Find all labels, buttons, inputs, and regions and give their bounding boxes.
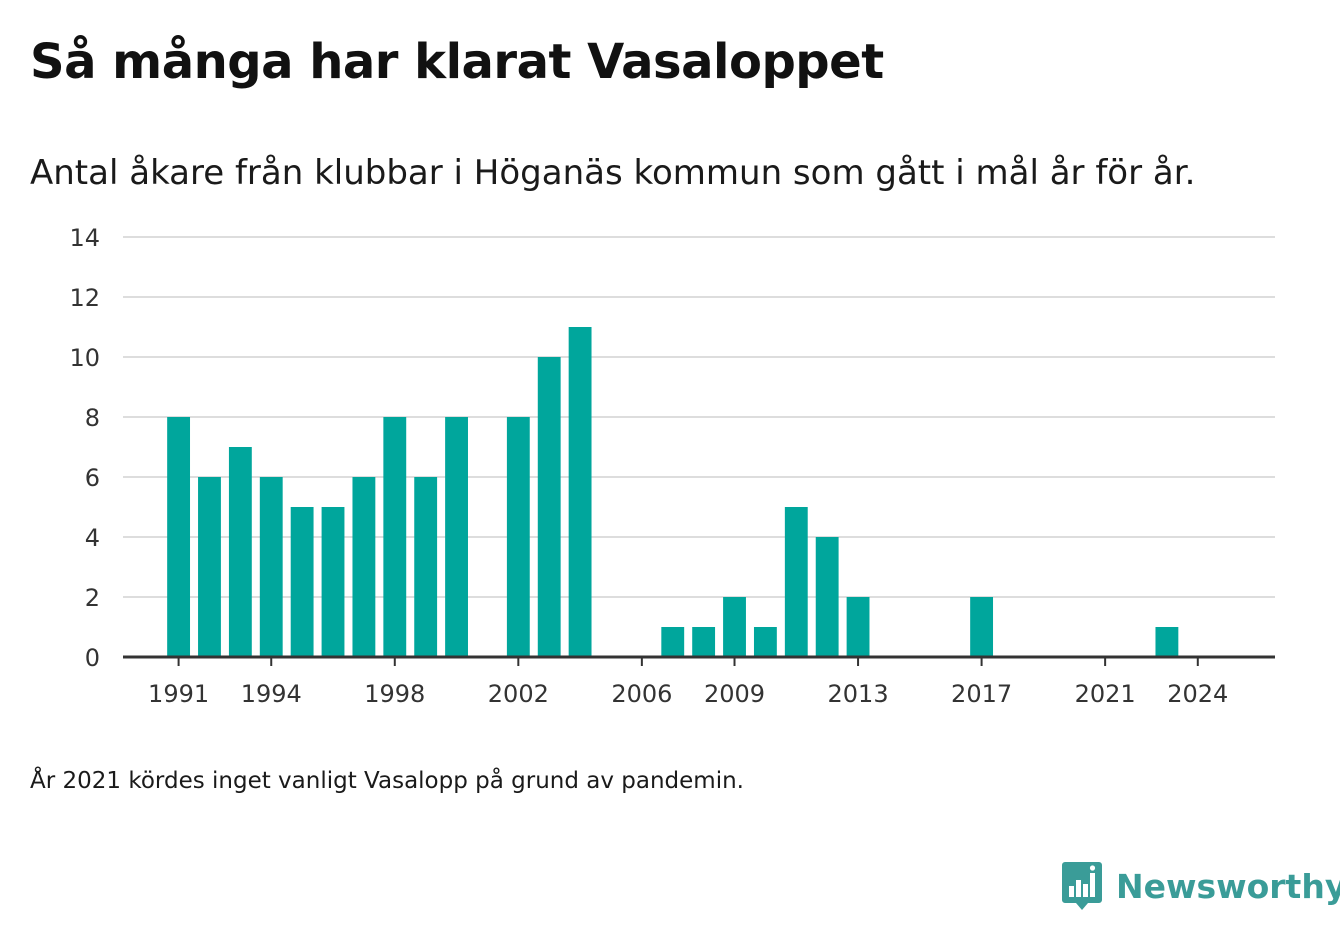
bar: [445, 417, 468, 657]
x-tick-label: 1994: [241, 680, 302, 708]
bar: [970, 597, 994, 657]
bar: [506, 417, 530, 657]
bar: [414, 477, 438, 657]
x-tick-label: 1998: [364, 680, 425, 708]
chart-title: Så många har klarat Vasaloppet: [30, 34, 884, 90]
y-tick-label: 12: [69, 284, 100, 312]
bar: [815, 537, 839, 657]
x-tick-label: 2006: [611, 680, 672, 708]
bar: [784, 507, 808, 657]
y-tick-label: 2: [85, 584, 100, 612]
y-tick-label: 0: [85, 644, 100, 672]
bars: [167, 327, 1179, 657]
bar: [352, 477, 376, 657]
bar: [846, 597, 870, 657]
x-axis-tick-labels: 1991 1994 1998 2002 2006 2009 2013 2017 2021 2024: [148, 680, 1228, 708]
brand-name: Newsworthy: [1116, 866, 1340, 906]
y-tick-label: 6: [85, 464, 100, 492]
bar: [692, 627, 716, 657]
bar: [661, 627, 685, 657]
bar: [1155, 627, 1179, 657]
x-tick-label: 2017: [951, 680, 1012, 708]
bar: [537, 357, 561, 657]
x-tick-label: 2021: [1075, 680, 1136, 708]
y-axis-tick-labels: 0 2 4 6 8 10 12 14: [69, 224, 100, 672]
bar-chart: 0 2 4 6 8 10 12 14 1991 1994 1998 2002 2006 2009 2013…: [69, 224, 1275, 708]
x-tick-label: 1991: [148, 680, 209, 708]
bar: [753, 627, 777, 657]
bar: [228, 447, 252, 657]
x-axis: [123, 655, 1275, 666]
bar: [321, 507, 345, 657]
bar: [167, 417, 191, 657]
bar: [568, 327, 592, 657]
bar-chart-speech-bubble-icon: [1062, 862, 1102, 910]
gridlines: [123, 236, 1275, 598]
bar: [290, 507, 314, 657]
bar: [198, 477, 221, 657]
chart-subtitle: Antal åkare från klubbar i Höganäs kommu…: [30, 153, 1196, 193]
bar: [383, 417, 407, 657]
bar: [259, 477, 283, 657]
x-tick-label: 2013: [828, 680, 889, 708]
x-tick-label: 2024: [1167, 680, 1228, 708]
brand: Newsworthy: [1062, 862, 1340, 910]
y-tick-label: 8: [85, 404, 100, 432]
chart-footnote: År 2021 kördes inget vanligt Vasalopp på…: [30, 768, 744, 794]
y-tick-label: 10: [69, 344, 100, 372]
x-tick-label: 2009: [704, 680, 765, 708]
y-tick-label: 4: [85, 524, 100, 552]
x-tick-label: 2002: [488, 680, 549, 708]
y-tick-label: 14: [69, 224, 100, 252]
bar: [723, 597, 746, 657]
